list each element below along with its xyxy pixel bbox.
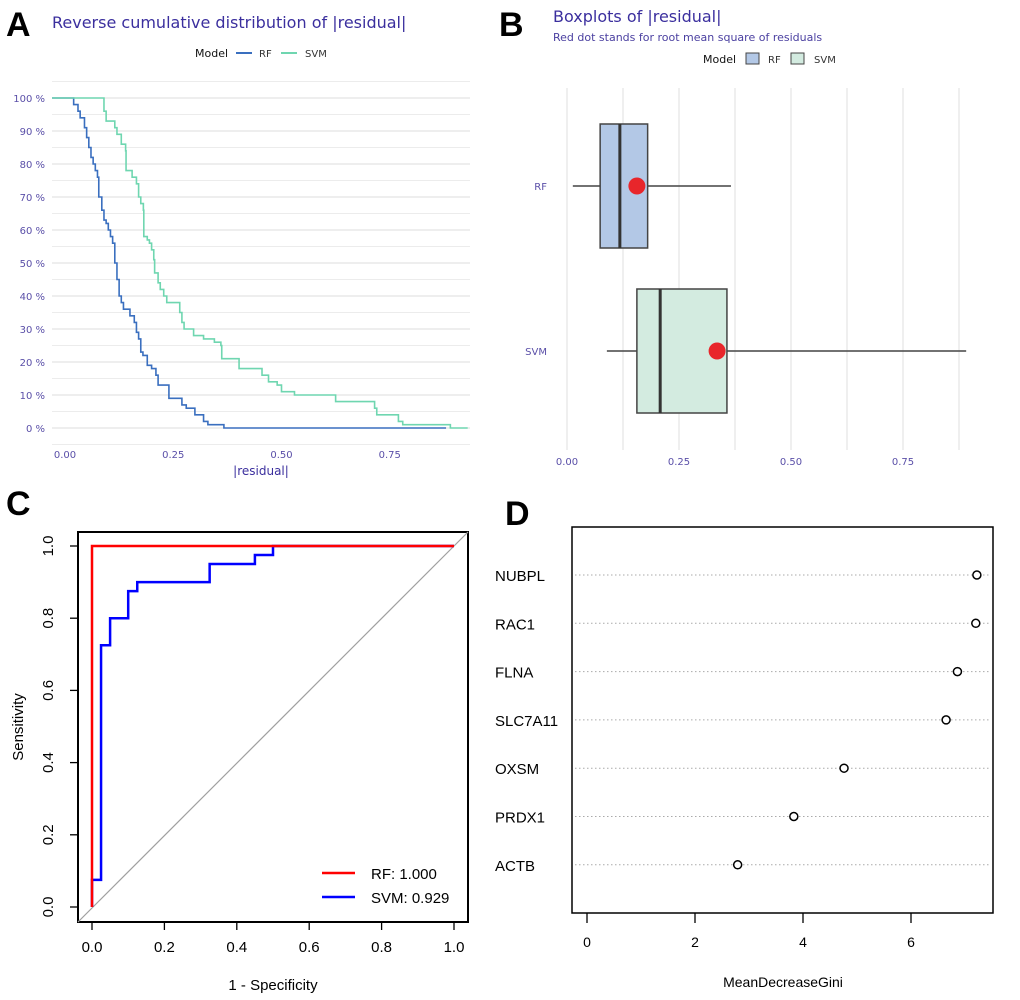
y-tick-label: 100 % (13, 94, 45, 105)
importance-point (732, 860, 743, 870)
roc-curve-rf (90, 544, 454, 907)
y-tick-label: 20 % (20, 358, 45, 369)
y-tick-label: 80 % (20, 160, 45, 171)
panel-d-xlabel: MeanDecreaseGini (723, 974, 843, 990)
importance-point (971, 618, 981, 629)
y-tick-label: 0.2 (40, 824, 57, 845)
panel-c-xlabel: 1 - Specificity (228, 977, 318, 994)
roc-curve-svm (90, 544, 454, 907)
y-tick-label: 0.8 (40, 608, 57, 629)
x-tick-label: 0.25 (162, 450, 184, 461)
panel-c-legend-rf: RF: 1.000 (371, 866, 437, 883)
x-tick-label: 0.75 (892, 457, 914, 468)
x-tick-label: 0.2 (154, 939, 175, 956)
y-tick-label: 60 % (20, 226, 45, 237)
x-tick-label: 0.00 (54, 450, 76, 461)
panel-a-legend-title: Model (195, 47, 228, 60)
y-tick-label: 1.0 (40, 536, 57, 557)
x-tick-label: 0.8 (371, 939, 392, 956)
legend-svm-box-icon (790, 52, 805, 65)
importance-point (941, 715, 951, 725)
y-tick-label: 0.4 (40, 752, 57, 773)
panel-c-ylabel: Sensitivity (10, 693, 27, 761)
panel-c-frame (77, 531, 469, 923)
panel-c-legend-svm: SVM: 0.929 (371, 890, 449, 907)
gene-label: FLNA (495, 665, 533, 682)
y-tick-label: 40 % (20, 292, 45, 303)
diagonal-reference-line (77, 531, 469, 923)
panel-label-a: A (6, 6, 31, 44)
y-tick-label: 10 % (20, 391, 45, 402)
gene-label: PRDX1 (495, 810, 545, 827)
importance-point (789, 811, 799, 822)
x-tick-label: 2 (691, 934, 699, 950)
x-tick-label: 0.6 (299, 939, 320, 956)
x-tick-label: 6 (907, 934, 915, 950)
panel-label-d: D (505, 495, 530, 533)
panel-a: Reverse cumulative distribution of |resi… (13, 13, 470, 478)
gene-label: ACTB (495, 858, 535, 875)
panel-a-xlabel: |residual| (233, 464, 289, 478)
panel-d: NUBPL RAC1 FLNA SLC7A11 OXSM PRDX1 ACTB 0 2 4 6 M… (495, 526, 994, 990)
y-tick-label: RF (534, 182, 547, 193)
panel-b-legend-svm: SVM (814, 55, 836, 66)
gene-label: RAC1 (495, 616, 535, 633)
x-tick-label: 0.0 (82, 939, 103, 956)
gene-label: SLC7A11 (495, 713, 558, 730)
rmse-dot (708, 342, 726, 360)
panel-label-b: B (499, 6, 524, 44)
x-tick-label: 0.50 (780, 457, 802, 468)
gene-label: OXSM (495, 761, 539, 778)
ecdf-line-rf (52, 97, 447, 429)
panel-a-legend-svm: SVM (305, 49, 327, 60)
legend-rf-box-icon (745, 52, 760, 65)
x-tick-label: 0.4 (226, 939, 247, 956)
y-tick-label: SVM (525, 347, 547, 358)
panel-d-frame (571, 526, 994, 914)
panel-b-legend-title: Model (703, 53, 736, 66)
y-tick-label: 30 % (20, 325, 45, 336)
ecdf-line-svm (52, 97, 468, 429)
x-tick-label: 4 (799, 934, 807, 950)
panel-b-subtitle: Red dot stands for root mean square of r… (553, 31, 822, 44)
panel-a-title: Reverse cumulative distribution of |resi… (52, 13, 406, 32)
y-tick-label: 70 % (20, 193, 45, 204)
gene-label: NUBPL (495, 568, 545, 585)
y-tick-label: 50 % (20, 259, 45, 270)
importance-point (839, 763, 849, 773)
x-tick-label: 1.0 (444, 939, 465, 956)
importance-point (952, 666, 963, 677)
y-tick-label: 0 % (26, 424, 45, 435)
importance-point (972, 570, 982, 580)
panel-b-legend-rf: RF (768, 55, 781, 66)
x-tick-label: 0.50 (270, 450, 292, 461)
panel-b-title: Boxplots of |residual| (553, 7, 722, 26)
panel-b: Boxplots of |residual| Red dot stands fo… (525, 7, 967, 468)
panel-c: 0.0 0.2 0.4 0.6 0.8 1.0 0.0 0.2 0.4 0.6 0.8 1.0 RF:… (10, 531, 469, 994)
panel-a-legend-rf: RF (259, 49, 272, 60)
x-tick-label: 0.25 (668, 457, 690, 468)
rmse-dot (628, 177, 646, 195)
x-tick-label: 0.75 (379, 450, 401, 461)
x-tick-label: 0 (583, 934, 591, 950)
y-tick-label: 0.0 (40, 897, 57, 918)
y-tick-label: 90 % (20, 127, 45, 138)
panel-label-c: C (6, 485, 31, 523)
x-tick-label: 0.00 (556, 457, 578, 468)
y-tick-label: 0.6 (40, 680, 57, 701)
